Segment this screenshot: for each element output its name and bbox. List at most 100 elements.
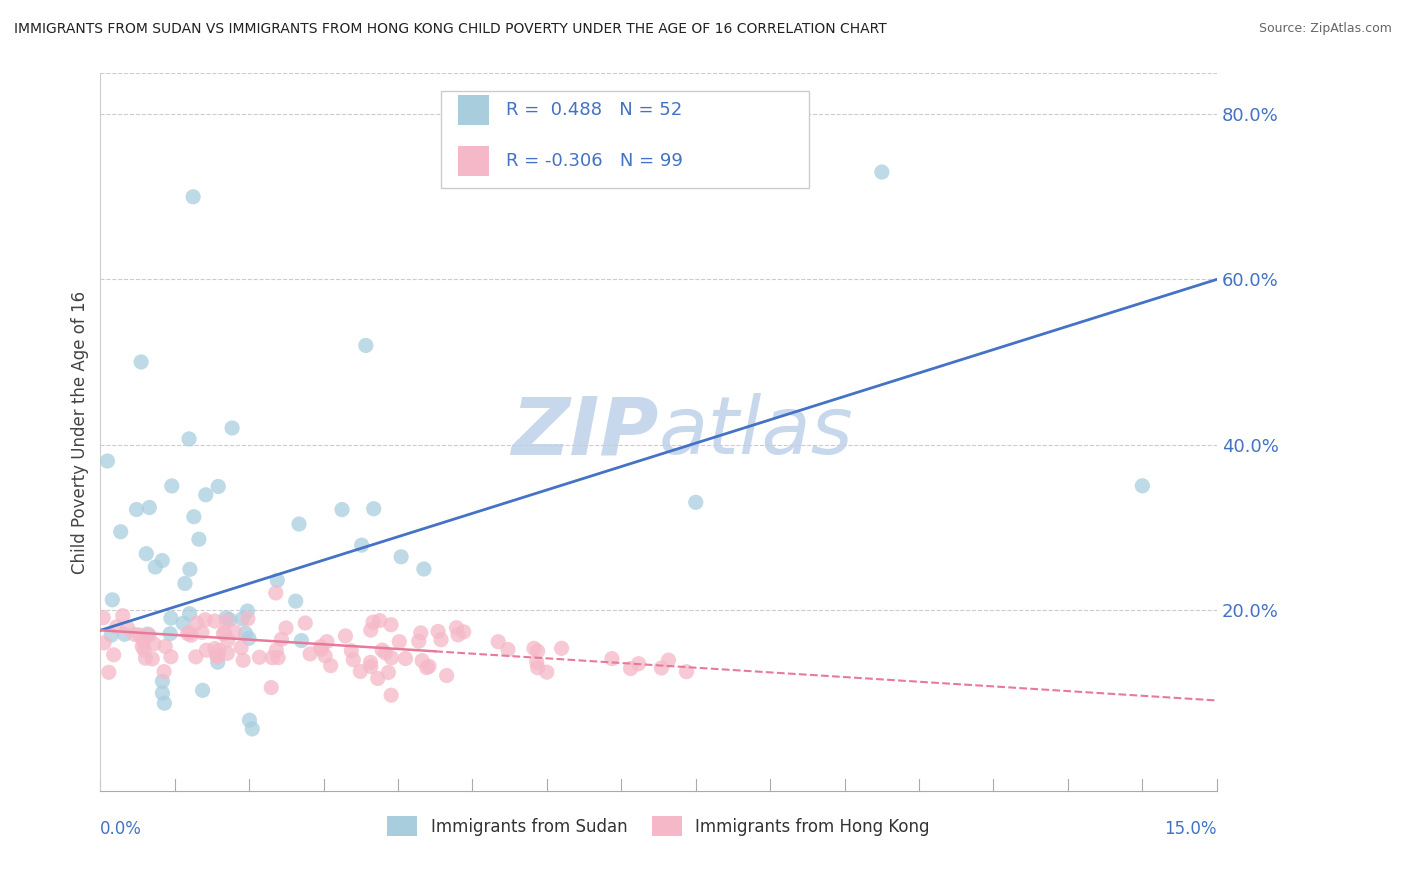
Point — [129, 355, 152, 369]
Point — [135, 547, 157, 561]
Point — [238, 632, 260, 646]
Point — [153, 665, 176, 679]
FancyBboxPatch shape — [441, 91, 810, 188]
Point — [205, 648, 228, 663]
Point — [142, 637, 165, 651]
Point — [350, 538, 373, 552]
Point — [125, 502, 148, 516]
Point — [208, 643, 231, 657]
Point — [194, 613, 217, 627]
Point — [486, 634, 509, 648]
Y-axis label: Child Poverty Under the Age of 16: Child Poverty Under the Age of 16 — [72, 291, 89, 574]
Point — [264, 586, 287, 600]
Point — [412, 562, 434, 576]
Point — [294, 615, 316, 630]
Point — [314, 648, 336, 663]
Point — [110, 524, 132, 539]
Point — [105, 620, 128, 634]
Point — [179, 562, 201, 576]
Point — [111, 608, 134, 623]
Point — [183, 509, 205, 524]
Point — [1130, 479, 1153, 493]
Point — [131, 640, 153, 654]
Point — [215, 614, 238, 628]
Point — [408, 634, 430, 648]
Point — [114, 627, 136, 641]
Point — [288, 517, 311, 532]
Point — [675, 665, 697, 679]
Point — [262, 650, 284, 665]
Point — [388, 634, 411, 648]
Point — [270, 632, 292, 647]
Point — [204, 614, 226, 628]
Point — [124, 627, 146, 641]
Text: IMMIGRANTS FROM SUDAN VS IMMIGRANTS FROM HONG KONG CHILD POVERTY UNDER THE AGE O: IMMIGRANTS FROM SUDAN VS IMMIGRANTS FROM… — [14, 22, 887, 37]
Text: 15.0%: 15.0% — [1164, 820, 1216, 838]
Point — [172, 616, 194, 631]
Point — [138, 628, 160, 642]
Point — [526, 655, 548, 669]
Point — [224, 624, 246, 639]
Point — [160, 479, 183, 493]
Point — [330, 502, 353, 516]
Point — [335, 629, 357, 643]
Point — [184, 649, 207, 664]
Point — [152, 674, 174, 689]
Point — [134, 643, 156, 657]
Point — [264, 643, 287, 657]
Point — [619, 662, 641, 676]
Point — [371, 643, 394, 657]
Point — [274, 621, 297, 635]
Point — [217, 632, 239, 647]
Point — [309, 642, 332, 657]
Point — [236, 612, 259, 626]
Point — [368, 614, 391, 628]
Point — [409, 626, 432, 640]
Point — [207, 655, 229, 669]
Point — [427, 624, 450, 639]
Point — [436, 668, 458, 682]
Point — [374, 646, 396, 660]
Point — [214, 625, 236, 640]
Point — [231, 640, 253, 655]
Point — [367, 672, 389, 686]
FancyBboxPatch shape — [457, 95, 489, 126]
Point — [290, 633, 312, 648]
Text: atlas: atlas — [658, 393, 853, 471]
Point — [159, 626, 181, 640]
Point — [160, 611, 183, 625]
Point — [394, 651, 416, 665]
Point — [91, 610, 114, 624]
Point — [232, 653, 254, 667]
Point — [236, 604, 259, 618]
FancyBboxPatch shape — [457, 145, 489, 176]
Point — [360, 655, 382, 669]
Point — [93, 636, 115, 650]
Point — [658, 653, 681, 667]
Point — [181, 190, 204, 204]
Point — [138, 500, 160, 515]
Point — [240, 722, 263, 736]
Legend: Immigrants from Sudan, Immigrants from Hong Kong: Immigrants from Sudan, Immigrants from H… — [378, 808, 938, 844]
Point — [177, 626, 200, 640]
Point — [247, 650, 270, 665]
Point — [309, 640, 332, 654]
Point — [685, 495, 707, 509]
Point — [411, 654, 433, 668]
Point — [342, 653, 364, 667]
Point — [150, 553, 173, 567]
Point — [523, 641, 546, 656]
Point — [360, 659, 382, 673]
Point — [453, 624, 475, 639]
Point — [360, 623, 382, 637]
Point — [217, 646, 239, 660]
Point — [600, 651, 623, 665]
Point — [207, 650, 229, 665]
Point — [96, 454, 118, 468]
Point — [340, 644, 363, 658]
Point — [136, 627, 159, 641]
Point — [97, 665, 120, 680]
Point — [132, 634, 155, 648]
Point — [177, 625, 200, 640]
Point — [415, 661, 437, 675]
